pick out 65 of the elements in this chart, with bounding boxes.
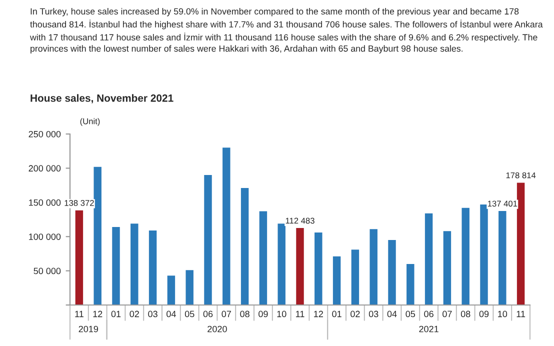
bar [278,224,286,305]
x-tick-label: 09 [258,310,268,318]
data-label: 112 483 [286,218,314,224]
bar [480,204,488,305]
bar [406,264,414,305]
bar [94,166,102,305]
bar [462,208,470,305]
bar [186,270,194,305]
bar [332,256,341,305]
x-tick-label: 08 [460,310,470,318]
x-tick-label: 02 [350,310,360,318]
chart-title: House sales, November 2021 [30,94,174,104]
x-tick-label: 05 [184,310,194,318]
x-tick-label: 02 [130,310,139,318]
bar [259,211,268,305]
x-tick-label: 06 [424,310,434,318]
bar [388,240,396,305]
x-tick-label: 11 [296,310,304,318]
chart-subtitle: In Turkey, house sales increased by 59.0% in November compared to the same month of the previous year and became 178 thousand 814. İstanbul had the highest share with 17.7% and 31 thousand 706 house sales. The followers of İstanbul were Ankara with 17 thousand 117 house sales and İzmir with 11 thousand 116 house sales with the share of 9.6% and 6.2% respectively. The provinces with the lowest number of sales were Hakkari with 36, Ardahan with 65 and Bayburt 98 house sales. [30,8,543,54]
bar [112,227,120,305]
bar [204,175,212,305]
bar [240,188,249,305]
y-axis-title: (Unit) [80,118,100,126]
bar [148,230,157,305]
x-tick-label: 03 [368,310,378,318]
y-tick-label: 250 000 [28,130,61,138]
bar [351,250,360,305]
y-tick-label: 50 000 [34,268,61,274]
x-tick-label: 12 [93,310,102,318]
data-label: 137 401 [488,200,518,207]
x-tick-label: 08 [240,310,250,318]
x-tick-label: 04 [387,310,397,318]
x-tick-label: 06 [203,310,213,318]
bar [75,210,84,305]
y-tick-label: 200 000 [28,165,61,172]
data-label: 138 372 [64,200,94,206]
x-tick-label: 03 [148,310,158,318]
bar [296,228,304,305]
x-tick-label: 05 [406,310,416,318]
data-label: 178 814 [506,172,536,178]
x-tick-label: 01 [332,310,342,318]
x-tick-label: 10 [498,310,508,318]
y-tick-label: 150 000 [29,199,61,206]
bar [167,276,176,305]
bar [370,229,378,305]
x-tick-label: 11 [516,310,526,318]
y-tick-label: 100 000 [29,234,61,240]
text: 2019 [78,326,98,332]
x-tick-label: 04 [166,310,176,318]
bar [314,232,322,305]
bar [222,148,230,305]
text: 2021 [419,326,438,332]
x-tick-label: 01 [111,310,121,318]
x-tick-label: 07 [222,310,231,318]
x-tick-label: 11 [75,310,84,318]
bar [516,182,525,305]
x-tick-label: 12 [314,310,323,318]
bar [443,231,452,305]
text: 2020 [208,326,227,332]
bar [130,224,138,305]
x-tick-label: 07 [442,310,452,318]
x-tick-label: 09 [479,310,489,318]
x-tick-label: 10 [277,310,286,318]
bar [498,211,506,305]
bar [424,213,433,305]
